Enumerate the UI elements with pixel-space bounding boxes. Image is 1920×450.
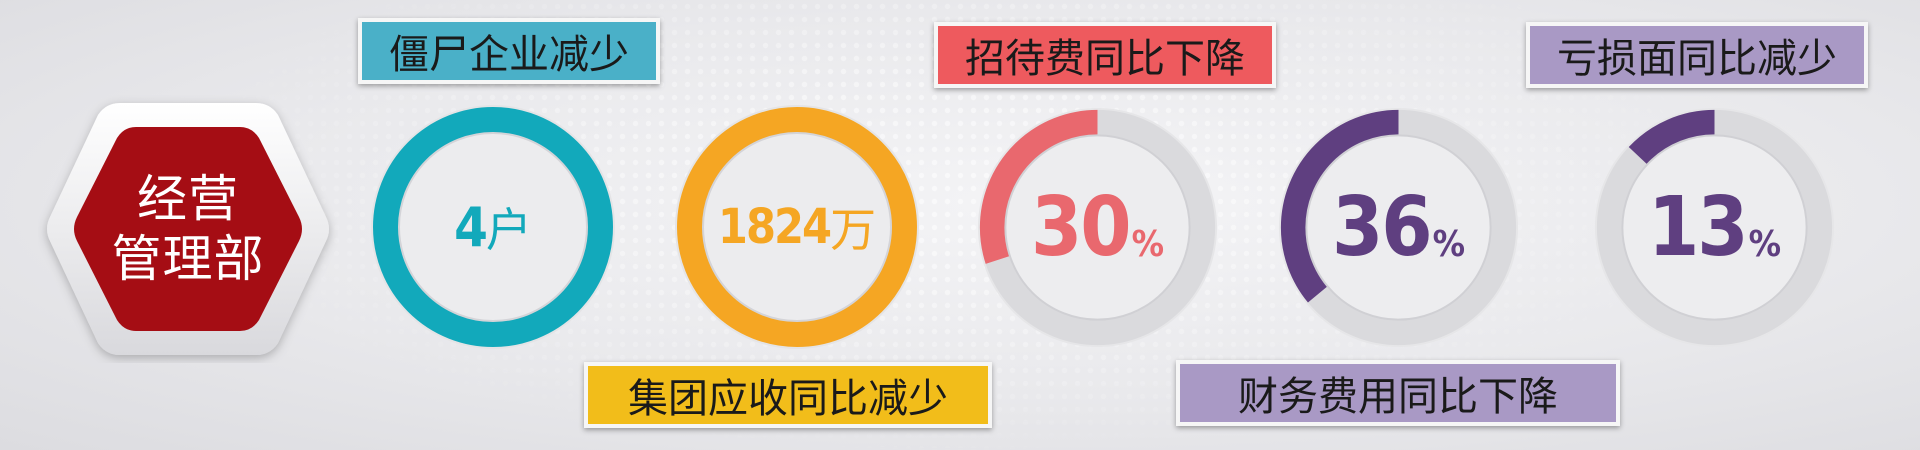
label-loss-ratio: 亏损面同比减少 [1526, 22, 1868, 88]
ring-graphic [1278, 107, 1519, 348]
ring-zombie-enterprises: 4 户 [368, 102, 618, 352]
label-financial-expense: 财务费用同比下降 [1176, 360, 1620, 426]
ring-group-receivables: 1824 万 [672, 102, 922, 352]
ring-graphic [371, 105, 615, 349]
hexagon-shape [47, 103, 329, 355]
metric-unit: % [1432, 224, 1466, 265]
department-name-line1: 经营 [137, 170, 239, 228]
ring-value: 4 户 [368, 102, 618, 352]
ring-hospitality-expense: 30 % [975, 105, 1220, 350]
label-group-receivables: 集团应收同比减少 [584, 362, 992, 428]
ring-financial-expense: 36 % [1276, 105, 1521, 350]
ring-graphic [1594, 107, 1835, 348]
ring-graphic [977, 107, 1218, 348]
department-hexagon: 经营 管理部 [38, 95, 338, 363]
ring-loss-ratio: 13 % [1592, 105, 1837, 350]
label-hospitality-expense: 招待费同比下降 [934, 22, 1276, 88]
ring-value: 36 % [1276, 105, 1521, 350]
metric-value: 13 [1647, 180, 1749, 275]
ring-value: 1824 万 [672, 102, 922, 352]
metric-unit: % [1131, 224, 1165, 265]
ring-value: 30 % [975, 105, 1220, 350]
metric-unit: 户 [485, 203, 532, 257]
metric-value: 1824 [717, 199, 832, 255]
metric-unit: % [1748, 224, 1782, 265]
ring-graphic [675, 105, 919, 349]
label-zombie-enterprises: 僵尸企业减少 [358, 18, 660, 84]
ring-value: 13 % [1592, 105, 1837, 350]
department-name-line2: 管理部 [111, 230, 265, 288]
metric-unit: 万 [830, 203, 877, 257]
metric-value: 30 [1030, 180, 1132, 275]
metric-value: 36 [1331, 180, 1433, 275]
metric-value: 4 [454, 195, 488, 259]
